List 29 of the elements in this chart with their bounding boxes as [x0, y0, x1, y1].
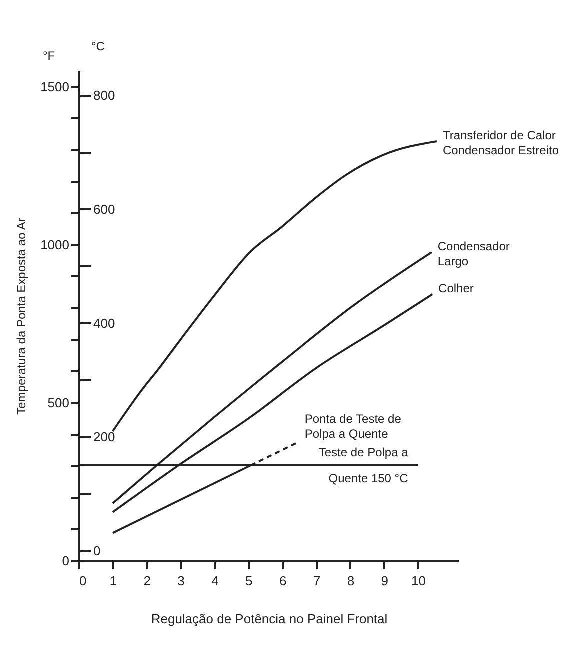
x-tick-label: 6 — [279, 574, 287, 588]
series-label: Transferidor de Calor Condensador Estreito — [442, 128, 560, 158]
y-tick-label: 1000 — [40, 237, 70, 252]
series-label: Ponta de Teste de Polpa a Quente — [304, 412, 402, 442]
y2-tick-label: 0 — [94, 543, 101, 558]
x-tick-label: 0 — [80, 574, 87, 588]
x-tick-label: 1 — [110, 574, 118, 588]
y2-axis-title: °C — [92, 40, 106, 54]
series-label: Colher — [438, 282, 474, 296]
y2-tick-label: 400 — [94, 316, 116, 331]
y2-tick-label: 600 — [94, 202, 116, 217]
x-tick-label: 3 — [178, 574, 185, 588]
x-tick-label: 2 — [144, 574, 151, 588]
x-tick-label: 5 — [246, 574, 253, 588]
x-tick-label: 9 — [381, 574, 388, 588]
y2-tick-label: 800 — [94, 88, 116, 104]
y-axis-title: Temperatura da Ponta Exposta ao Ar — [14, 218, 29, 415]
ref-line-label: Teste de Polpa a Quente 150 °C — [318, 446, 409, 486]
text: °F — [42, 49, 56, 63]
y2-tick-label: 200 — [94, 430, 116, 445]
x-axis-title: Regulação de Potência no Painel Frontal — [151, 612, 388, 626]
x-tick-label: 7 — [313, 574, 321, 588]
series-label: Condensador Largo — [438, 239, 510, 268]
x-tick-label: 4 — [212, 574, 219, 588]
x-tick-label: 8 — [347, 574, 355, 588]
y-tick-label: 1500 — [40, 79, 70, 94]
y-tick-label: 0 — [62, 554, 70, 568]
x-tick-label: 10 — [412, 574, 426, 588]
y-tick-label: 500 — [48, 395, 70, 410]
